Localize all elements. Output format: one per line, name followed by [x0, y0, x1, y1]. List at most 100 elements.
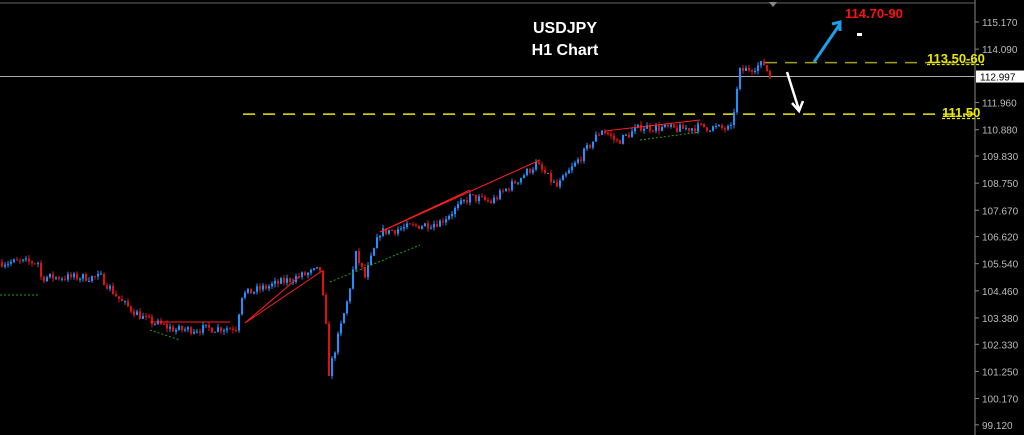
candle-body — [325, 295, 327, 324]
candle-body — [70, 274, 72, 278]
candle-body — [508, 188, 510, 191]
y-tick-label: 106.620 — [982, 233, 1019, 244]
candle-body — [409, 223, 411, 225]
arrow-down-icon — [785, 71, 805, 114]
candle-body — [181, 325, 183, 331]
candle-body — [289, 278, 291, 282]
candle-body — [697, 123, 699, 132]
candle-body — [319, 267, 321, 271]
candle-body — [718, 124, 720, 127]
candle-body — [301, 272, 303, 277]
candle-body — [457, 204, 459, 208]
candle-body — [736, 88, 738, 113]
candle-body — [634, 127, 636, 132]
candle-body — [10, 261, 12, 264]
candle-body — [343, 313, 345, 324]
candle-body — [244, 292, 246, 298]
candle-body — [607, 132, 609, 135]
candle-body — [118, 296, 120, 299]
candle-body — [88, 280, 90, 282]
candle-body — [496, 197, 498, 200]
chart-timeframe-title: H1 Chart — [531, 42, 599, 59]
candle-body — [31, 261, 33, 264]
candle-body — [280, 278, 282, 284]
candle-body — [322, 270, 324, 296]
candle-body — [433, 223, 435, 228]
candle-body — [553, 181, 555, 183]
y-tick-label: 101.250 — [982, 367, 1019, 378]
candle-body — [727, 125, 729, 130]
candle-body — [73, 273, 75, 278]
candle-body — [145, 316, 147, 318]
candle-body — [682, 124, 684, 130]
candle-body — [133, 311, 135, 316]
candle-body — [208, 324, 210, 328]
candle-body — [646, 125, 648, 129]
arrow-up-icon — [812, 20, 842, 63]
candle-body — [352, 269, 354, 289]
candle-body — [481, 196, 483, 198]
candle-body — [172, 326, 174, 332]
candle-body — [361, 263, 363, 268]
candle-body — [175, 329, 177, 332]
candle-body — [547, 172, 549, 174]
candle-body — [307, 272, 309, 276]
candle-body — [445, 219, 447, 223]
marker-dash — [857, 33, 862, 36]
y-tick-label: 102.330 — [982, 340, 1019, 351]
candle-body — [229, 328, 231, 330]
trend-line — [244, 275, 301, 324]
candle-body — [163, 323, 165, 325]
support-label: 111.50 — [942, 105, 981, 120]
candle-body — [103, 273, 105, 286]
candle-body — [226, 328, 228, 331]
candle-body — [367, 265, 369, 278]
candle-body — [715, 126, 717, 128]
candle-body — [442, 220, 444, 223]
candle-body — [745, 67, 747, 72]
candle-body — [52, 273, 54, 279]
candle-body — [595, 134, 597, 142]
candle-body — [691, 128, 693, 131]
candle-body — [529, 168, 531, 173]
candle-body — [466, 200, 468, 203]
y-tick-label: 110.880 — [982, 126, 1018, 137]
candle-body — [436, 223, 438, 227]
candle-body — [199, 331, 201, 333]
candle-body — [568, 170, 570, 174]
candle-body — [541, 164, 543, 170]
candle-body — [589, 145, 591, 148]
candle-body — [61, 278, 63, 280]
candle-body — [688, 128, 690, 131]
candle-body — [232, 328, 234, 330]
candle-body — [79, 278, 81, 280]
candle-body — [532, 169, 534, 173]
candle-body — [370, 255, 372, 266]
candle-body — [415, 224, 417, 226]
candle-body — [592, 141, 594, 148]
shift-marker-icon — [769, 2, 777, 7]
candle-body — [7, 263, 9, 265]
candle-body — [49, 273, 51, 278]
candle-body — [676, 127, 678, 132]
candle-body — [397, 229, 399, 234]
candle-body — [139, 311, 141, 319]
candle-body — [286, 278, 288, 283]
candle-body — [601, 130, 603, 135]
candle-body — [703, 123, 705, 128]
candle-body — [100, 273, 102, 275]
candle-body — [43, 276, 45, 282]
candle-body — [406, 223, 408, 228]
candle-body — [130, 306, 132, 312]
candle-body — [733, 112, 735, 126]
candle-body — [448, 216, 450, 220]
candle-body — [724, 128, 726, 130]
candle-body — [184, 329, 186, 331]
candle-body — [619, 140, 621, 144]
candle-body — [253, 291, 255, 294]
current-price-box — [976, 70, 1024, 83]
candle-body — [526, 168, 528, 176]
candle-body — [331, 358, 333, 377]
candle-body — [388, 230, 390, 234]
